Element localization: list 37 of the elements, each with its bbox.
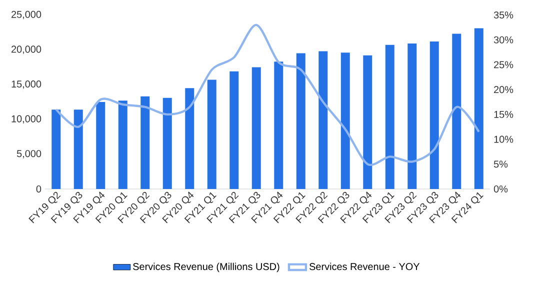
bar [452, 34, 462, 189]
y-tick-label: 25,000 [12, 10, 42, 20]
legend-label: Services Revenue (Millions USD) [133, 262, 280, 272]
bar [74, 110, 83, 189]
line-series [55, 24, 480, 166]
bar [96, 102, 106, 189]
bar [207, 80, 216, 189]
bar [118, 100, 128, 189]
y2-tick-label: 15% [494, 110, 514, 118]
y2-tick-label: 5% [494, 160, 508, 168]
bar [430, 41, 439, 189]
bar [274, 62, 284, 189]
bar [296, 53, 306, 189]
bar [162, 98, 172, 189]
y-tick-label: 10,000 [12, 115, 42, 124]
bar [363, 55, 372, 189]
y2-tick-label: 0% [494, 185, 508, 193]
y2-tick-label: 35% [494, 11, 514, 19]
y2-tick-label: 10% [494, 136, 514, 143]
y-tick-label: 5,000 [16, 150, 42, 158]
y2-tick-label: 20% [494, 86, 514, 94]
bar [408, 44, 417, 189]
y-tick-label: 0 [36, 185, 42, 193]
bar [385, 44, 394, 189]
legend-label: Services Revenue - YOY [310, 262, 420, 270]
bar [340, 52, 350, 189]
bar [140, 96, 150, 189]
bar [52, 110, 61, 189]
y2-tick-label: 30% [494, 36, 514, 44]
bar [318, 51, 328, 189]
bar [252, 67, 261, 189]
y-tick-label: 20,000 [12, 46, 42, 54]
y2-tick-label: 25% [494, 61, 514, 68]
bar [185, 88, 194, 189]
y-tick-label: 15,000 [12, 80, 42, 89]
bar [474, 28, 484, 189]
bar [230, 71, 239, 189]
